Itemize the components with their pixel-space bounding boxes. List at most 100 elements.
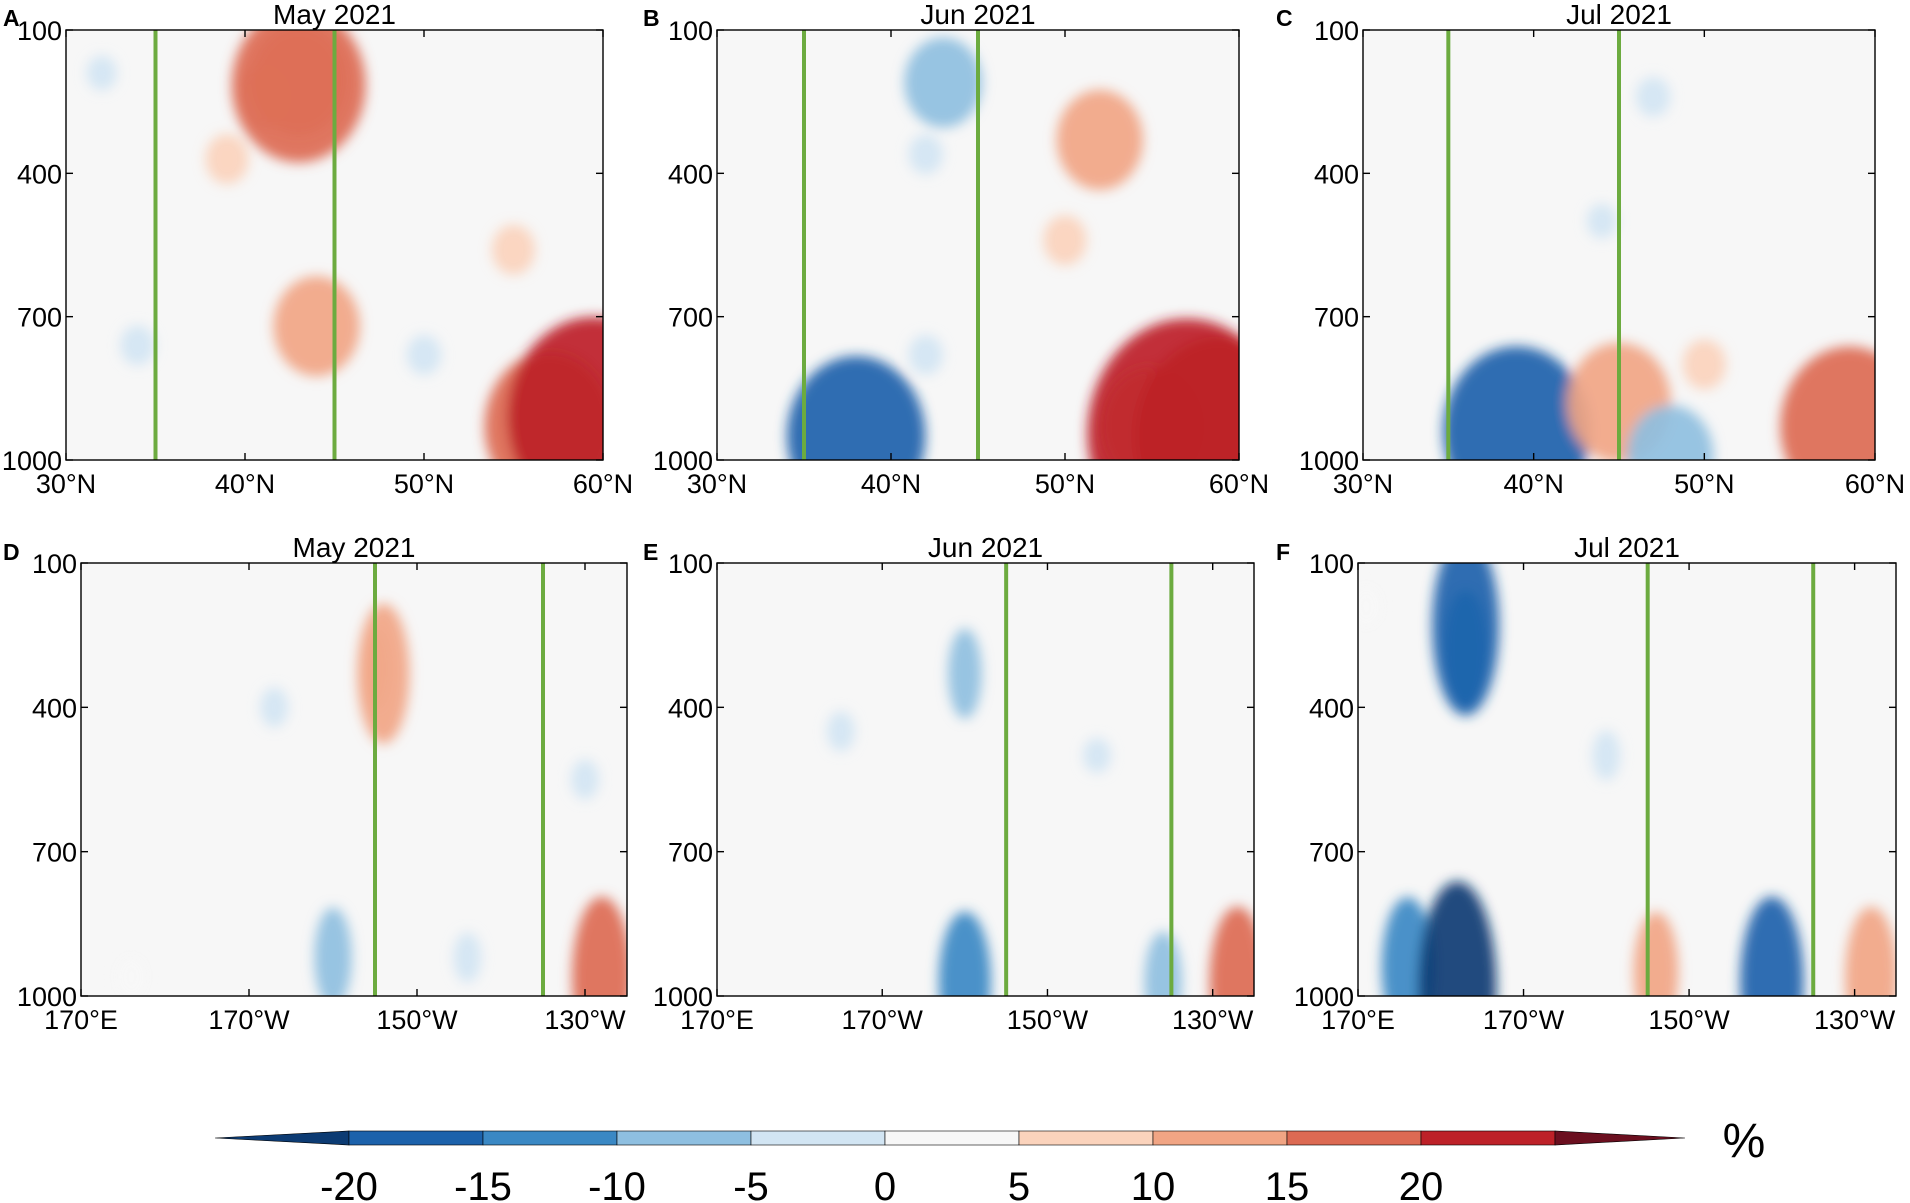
anomaly-cell-6 — [1627, 405, 1714, 460]
x-tick-label: 130°W — [544, 1005, 626, 1035]
colorbar-segment — [616, 1130, 752, 1146]
anomaly-cell-0 — [908, 134, 944, 175]
colorbar-tick-label: 5 — [1008, 1165, 1030, 1203]
y-tick-label: 700 — [1309, 838, 1354, 868]
colorbar-tick-label: 0 — [874, 1165, 896, 1203]
colorbar-segment — [1420, 1130, 1556, 1146]
anomaly-cell-8 — [1358, 586, 1381, 627]
x-tick-label: 150°W — [1007, 1005, 1089, 1035]
anomaly-cell-7 — [572, 896, 627, 996]
x-tick-label: 170°E — [680, 1005, 754, 1035]
x-tick-label: 170°E — [44, 1005, 118, 1035]
y-tick-label: 700 — [32, 838, 77, 868]
x-tick-label: 40°N — [215, 469, 275, 499]
y-tick-label: 400 — [17, 159, 62, 189]
plot-frame — [80, 562, 628, 997]
anomaly-cell-4 — [1682, 339, 1726, 390]
anomaly-field — [826, 628, 1254, 996]
x-tick-label: 30°N — [1333, 469, 1393, 499]
colorbar-segment — [1152, 1130, 1288, 1146]
anomaly-cell-8 — [491, 224, 536, 275]
anomaly-cell-1 — [826, 711, 855, 752]
anomaly-cell-2 — [1083, 737, 1112, 773]
colorbar-segment — [750, 1130, 886, 1146]
panel-letter: F — [1276, 539, 1290, 565]
panel-letter: B — [643, 5, 660, 31]
plot-area — [81, 563, 627, 996]
anomaly-cell-8 — [1135, 336, 1239, 460]
plot-frame — [1362, 29, 1876, 461]
x-tick-label: 150°W — [1648, 1005, 1730, 1035]
y-tick-label: 1000 — [653, 446, 713, 476]
anomaly-cell-5 — [120, 325, 155, 366]
anomaly-cell-5 — [1043, 215, 1087, 266]
anomaly-cell-10 — [507, 317, 603, 460]
colorbar-segment — [1018, 1130, 1154, 1146]
anomaly-cell-4 — [205, 134, 249, 184]
anomaly-cell-7 — [1845, 906, 1896, 996]
y-tick-label: 400 — [32, 693, 77, 723]
panel-title: Jul 2021 — [1574, 532, 1680, 563]
anomaly-cell-2 — [1592, 730, 1621, 781]
anomaly-cell-5 — [1780, 346, 1875, 460]
y-tick-label: 400 — [1314, 159, 1359, 189]
colorbar: -20 -15 -10 -5 0 5 10 15 20% — [214, 1115, 1766, 1203]
panel-letter: A — [3, 5, 20, 31]
y-tick-label: 1000 — [653, 982, 713, 1012]
colorbar-tick-label: -5 — [733, 1165, 769, 1203]
x-tick-label: 60°N — [573, 469, 633, 499]
anomaly-cell-3 — [231, 30, 366, 163]
y-tick-label: 1000 — [2, 446, 62, 476]
colorbar-segment — [348, 1130, 484, 1146]
x-tick-label: 170°W — [1483, 1005, 1565, 1035]
colorbar-tick-label: 20 — [1399, 1165, 1444, 1203]
colorbar-segment — [1286, 1130, 1422, 1146]
x-tick-label: 30°N — [687, 469, 747, 499]
anomaly-cell-6 — [273, 276, 360, 377]
panel-letter: C — [1276, 5, 1293, 31]
anomaly-cell-6 — [117, 956, 146, 996]
anomaly-cell-0 — [948, 628, 982, 719]
x-tick-label: 40°N — [1504, 469, 1564, 499]
anomaly-cell-4 — [1056, 89, 1144, 190]
x-tick-label: 40°N — [861, 469, 921, 499]
y-tick-label: 1000 — [17, 982, 77, 1012]
colorbar-unit: % — [1723, 1115, 1766, 1168]
y-tick-label: 1000 — [1294, 982, 1354, 1012]
panel-title: Jun 2021 — [920, 0, 1035, 30]
y-tick-label: 700 — [668, 838, 713, 868]
panel-letter: E — [643, 539, 658, 565]
y-tick-label: 1000 — [1299, 446, 1359, 476]
x-tick-label: 170°E — [1321, 1005, 1395, 1035]
colorbar-tick-label: -10 — [588, 1165, 646, 1203]
anomaly-cell-4 — [1418, 881, 1497, 996]
anomaly-cell-0 — [86, 55, 117, 91]
y-tick-label: 700 — [1314, 303, 1359, 333]
anomaly-cell-1 — [357, 603, 410, 744]
anomaly-cell-3 — [571, 759, 599, 800]
anomaly-field — [86, 30, 603, 460]
y-tick-label: 100 — [668, 16, 713, 46]
panel-title: Jun 2021 — [928, 532, 1043, 563]
colorbar-tick-label: 15 — [1265, 1165, 1310, 1203]
x-tick-label: 30°N — [36, 469, 96, 499]
y-tick-label: 100 — [1309, 549, 1354, 579]
anomaly-cell-5 — [453, 932, 482, 983]
x-tick-label: 60°N — [1845, 469, 1905, 499]
x-tick-label: 50°N — [1674, 469, 1734, 499]
anomaly-field — [1358, 563, 1896, 996]
x-tick-label: 130°W — [1814, 1005, 1896, 1035]
y-tick-label: 100 — [17, 16, 62, 46]
anomaly-cell-6 — [1633, 911, 1679, 996]
colorbar-segment — [884, 1130, 1020, 1146]
anomaly-cell-0 — [1635, 76, 1671, 117]
colorbar-tick-label: 10 — [1131, 1165, 1176, 1203]
x-tick-label: 50°N — [1035, 469, 1095, 499]
colorbar-tick-label: -20 — [320, 1165, 378, 1203]
plot-frame — [716, 29, 1240, 461]
